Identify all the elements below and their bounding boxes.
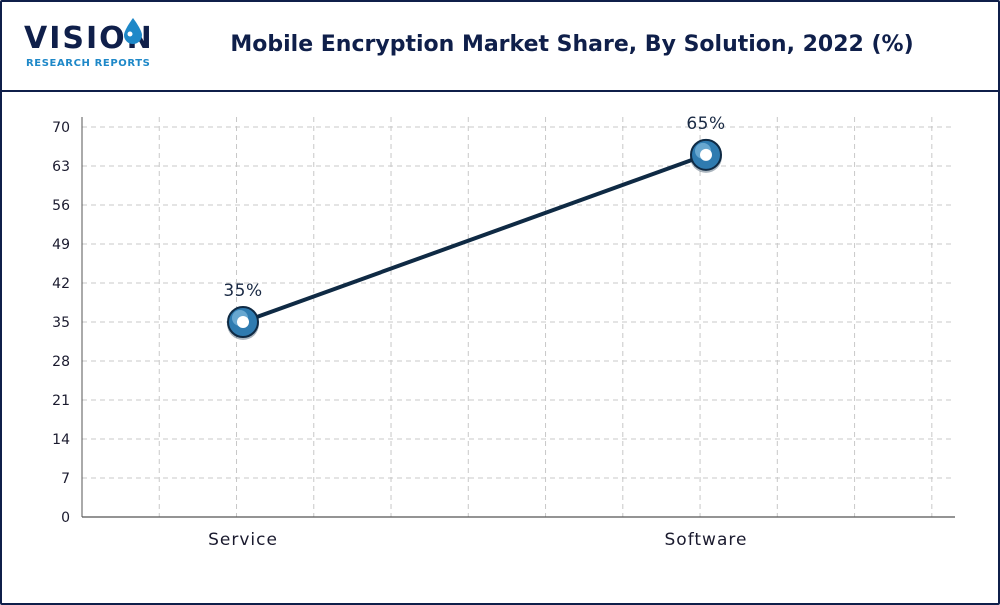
grid: [82, 117, 955, 517]
brand-subtitle: RESEARCH REPORTS: [26, 58, 151, 69]
data-point-service: [227, 306, 259, 340]
series: [227, 138, 722, 340]
y-tick-label: 42: [52, 276, 70, 292]
brand-logo: VISION RESEARCH REPORTS: [20, 16, 160, 76]
x-tick-label: Service: [208, 530, 278, 550]
y-tick-label: 21: [52, 393, 70, 409]
y-tick-label: 70: [52, 120, 70, 136]
droplet-icon: [124, 18, 142, 44]
marker-center: [237, 316, 249, 328]
data-label: 65%: [686, 114, 725, 134]
y-tick-label: 56: [52, 198, 70, 214]
y-tick-label: 35: [52, 315, 70, 331]
data-label: 35%: [223, 281, 262, 301]
data-labels: 35% 65%: [223, 114, 725, 301]
header: VISION RESEARCH REPORTS Mobile Encryptio…: [2, 2, 998, 92]
y-tick-label: 49: [52, 237, 70, 253]
series-line: [242, 152, 707, 324]
axes: [81, 117, 955, 518]
marker-center: [700, 148, 712, 161]
data-point-software: [690, 138, 722, 173]
y-axis-ticks: 0 7 14 21 28 35 42 49 56 63 70: [52, 120, 70, 526]
x-axis-ticks: Service Software: [208, 530, 748, 550]
y-tick-label: 0: [61, 510, 70, 526]
y-tick-label: 7: [61, 471, 70, 487]
y-tick-label: 28: [52, 354, 70, 370]
chart-title: Mobile Encryption Market Share, By Solut…: [230, 32, 914, 57]
y-tick-label: 14: [52, 432, 70, 448]
y-tick-label: 63: [52, 159, 70, 175]
x-tick-label: Software: [665, 530, 748, 550]
